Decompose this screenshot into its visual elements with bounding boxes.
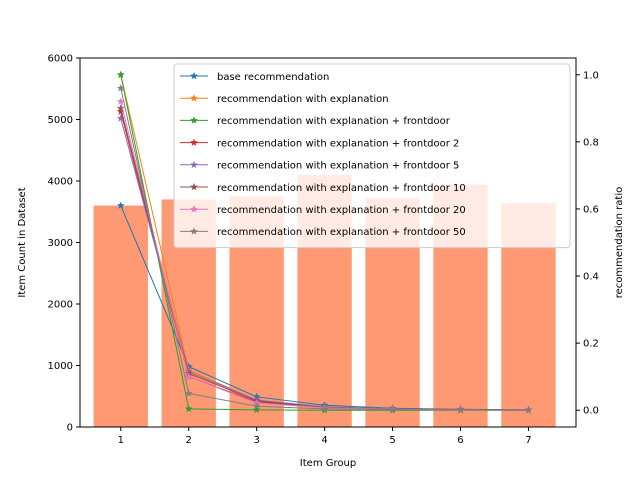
y2-tick-label: 0.6 [583, 204, 599, 215]
lines-layer [116, 70, 533, 414]
series-8-point-6 [456, 405, 465, 414]
series-8-point-4 [320, 404, 329, 413]
series-6-point-1 [116, 104, 125, 112]
legend-label: recommendation with explanation + frontd… [217, 183, 466, 194]
legend: base recommendation recommendation with e… [173, 63, 571, 249]
y-tick-label: 5000 [48, 115, 73, 126]
series-3-point-2 [184, 404, 193, 413]
legend-marker [190, 182, 198, 191]
series-8-point-7 [524, 406, 533, 414]
legend-marker [190, 138, 198, 146]
x-axis-label: Item Group [300, 458, 356, 469]
y2-tick-label: 0.4 [583, 272, 599, 283]
x-axis-ticks: 1 2 3 4 5 6 7 [118, 427, 532, 446]
y2-tick-label: 1.0 [583, 70, 599, 81]
legend-item-1: base recommendation [180, 72, 329, 83]
y-tick-label: 4000 [48, 177, 73, 188]
y2-tick-label: 0.8 [583, 137, 599, 148]
legend-item-3: recommendation with explanation + frontd… [180, 116, 451, 127]
legend-item-7: recommendation with explanation + frontd… [180, 205, 466, 216]
x-tick-label: 7 [525, 435, 531, 446]
y-tick-label: 0 [67, 423, 73, 434]
legend-item-8: recommendation with explanation + frontd… [180, 227, 466, 238]
y-tick-label: 6000 [48, 54, 73, 65]
legend-marker [190, 94, 198, 102]
series-3-point-1 [116, 70, 125, 79]
x-tick-label: 1 [118, 435, 124, 446]
bar-group-1 [93, 205, 148, 427]
x-tick-label: 3 [253, 435, 259, 446]
series-8-point-1 [116, 84, 125, 92]
x-tick-label: 4 [321, 435, 327, 446]
legend-item-5: recommendation with explanation + frontd… [180, 161, 459, 172]
y-axis-right-ticks: 0.0 0.2 0.4 0.6 0.8 1.0 [576, 70, 599, 417]
legend-label: recommendation with explanation + frontd… [217, 227, 466, 238]
y-tick-label: 3000 [48, 238, 73, 249]
y2-tick-label: 0.0 [583, 406, 599, 417]
y-axis-right-label: recommendation ratio [614, 187, 625, 299]
series-8-point-2 [184, 389, 193, 397]
legend-box [173, 63, 571, 249]
y-axis-left-label: Item Count in Dataset [17, 187, 28, 297]
x-tick-label: 6 [457, 435, 463, 446]
series-3-point-3 [252, 405, 261, 414]
legend-label: recommendation with explanation + frontd… [217, 116, 451, 127]
legend-label: recommendation with explanation + frontd… [217, 138, 459, 149]
series-1-point-1 [116, 201, 125, 209]
legend-item-4: recommendation with explanation + frontd… [180, 138, 459, 149]
legend-label: recommendation with explanation + frontd… [217, 161, 459, 172]
series-8-point-5 [388, 405, 397, 413]
y-tick-label: 2000 [48, 300, 73, 311]
x-tick-label: 5 [389, 435, 395, 446]
legend-item-2: recommendation with explanation [180, 94, 389, 105]
legend-marker [190, 227, 198, 235]
y2-tick-label: 0.2 [583, 339, 599, 350]
series-7-point-2 [184, 372, 193, 381]
legend-marker [190, 205, 198, 213]
legend-label: recommendation with explanation + frontd… [217, 205, 466, 216]
y-axis-left-ticks: 0 1000 2000 3000 4000 5000 6000 [48, 54, 80, 434]
series-8-point-3 [252, 402, 261, 410]
y-tick-label: 1000 [48, 361, 73, 372]
legend-marker [190, 160, 198, 169]
legend-marker [190, 116, 198, 124]
legend-marker [190, 71, 198, 80]
legend-label: base recommendation [217, 72, 329, 83]
x-tick-label: 2 [186, 435, 192, 446]
series-8 [116, 84, 533, 414]
legend-label: recommendation with explanation [217, 94, 389, 105]
legend-item-6: recommendation with explanation + frontd… [180, 183, 466, 194]
